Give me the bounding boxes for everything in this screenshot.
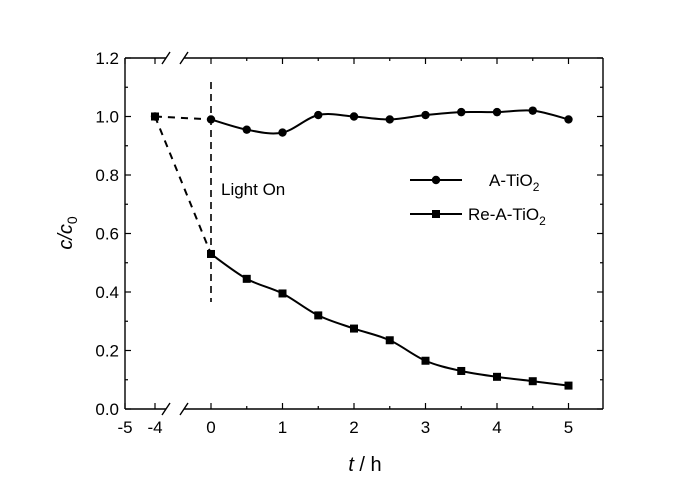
data-point	[314, 311, 323, 320]
y-tick-label: 0.2	[95, 342, 119, 361]
data-point	[528, 106, 537, 115]
x-tick-label: -5	[117, 418, 132, 437]
plot-area	[124, 51, 604, 416]
legend-label: A-TiO2	[489, 171, 540, 194]
x-tick-label: 3	[421, 418, 430, 437]
data-point	[493, 372, 501, 381]
series-dark-segment	[154, 116, 212, 255]
data-point	[421, 356, 430, 365]
x-axis-title-unit: / h	[354, 454, 382, 476]
data-point	[385, 115, 394, 124]
legend-item-2: Re-A-TiO2	[410, 205, 546, 228]
data-point	[492, 107, 502, 117]
annotation-layer: Light On	[210, 82, 285, 302]
x-tick-label: 2	[349, 418, 358, 437]
data-point	[151, 112, 159, 121]
x-axis-title-variable: t	[348, 454, 355, 476]
data-point	[528, 377, 537, 386]
x-tick-label: -4	[147, 418, 162, 437]
legend-marker	[431, 175, 441, 185]
y-axis: 0.0 0.2 0.4 0.6 0.8 1.0 1.2	[95, 49, 603, 419]
axis-break-mark	[179, 402, 189, 416]
data-point	[278, 128, 287, 137]
legend-marker	[432, 210, 440, 218]
legend-item-1: A-TiO2	[410, 171, 540, 194]
series-layer	[150, 106, 573, 390]
series-line	[210, 253, 569, 387]
series-dark-segment	[154, 115, 212, 121]
data-point	[350, 324, 358, 333]
y-axis-title-subscript: 0	[64, 216, 80, 224]
data-point	[349, 112, 359, 121]
x-tick-label: 5	[564, 418, 573, 437]
x-tick-label: 4	[492, 418, 501, 437]
axis-break-mark	[179, 51, 189, 65]
data-point	[457, 366, 466, 375]
series-1	[150, 106, 573, 137]
data-point	[564, 115, 573, 124]
data-point	[385, 336, 394, 345]
legend: A-TiO2 Re-A-TiO2	[410, 171, 546, 228]
data-point	[314, 110, 323, 120]
axis-break-mark	[161, 402, 171, 416]
y-tick-label: 0.8	[95, 166, 119, 185]
y-tick-label: 1.0	[95, 108, 119, 127]
data-point	[421, 110, 430, 120]
y-tick-label: 0.6	[95, 225, 119, 244]
y-axis-title: c/c0	[55, 216, 80, 250]
data-point	[242, 274, 251, 283]
legend-label: Re-A-TiO2	[468, 205, 546, 228]
y-tick-label: 0.4	[95, 283, 119, 302]
y-tick-label: 1.2	[95, 49, 119, 68]
y-axis-title-main: c/c	[55, 224, 77, 250]
series-2	[151, 112, 573, 390]
axis-break-mark	[161, 51, 171, 65]
x-axis: -5 -4 0 1 2 3 4 5	[117, 58, 573, 437]
data-point	[278, 289, 287, 298]
x-tick-label: 0	[206, 418, 215, 437]
y-tick-label: 0.0	[95, 400, 119, 419]
data-point	[564, 381, 573, 390]
data-point	[457, 107, 466, 117]
x-axis-title: t / h	[348, 454, 381, 476]
x-tick-label: 1	[278, 418, 287, 437]
data-point	[242, 125, 251, 134]
light-on-annotation: Light On	[221, 180, 285, 199]
